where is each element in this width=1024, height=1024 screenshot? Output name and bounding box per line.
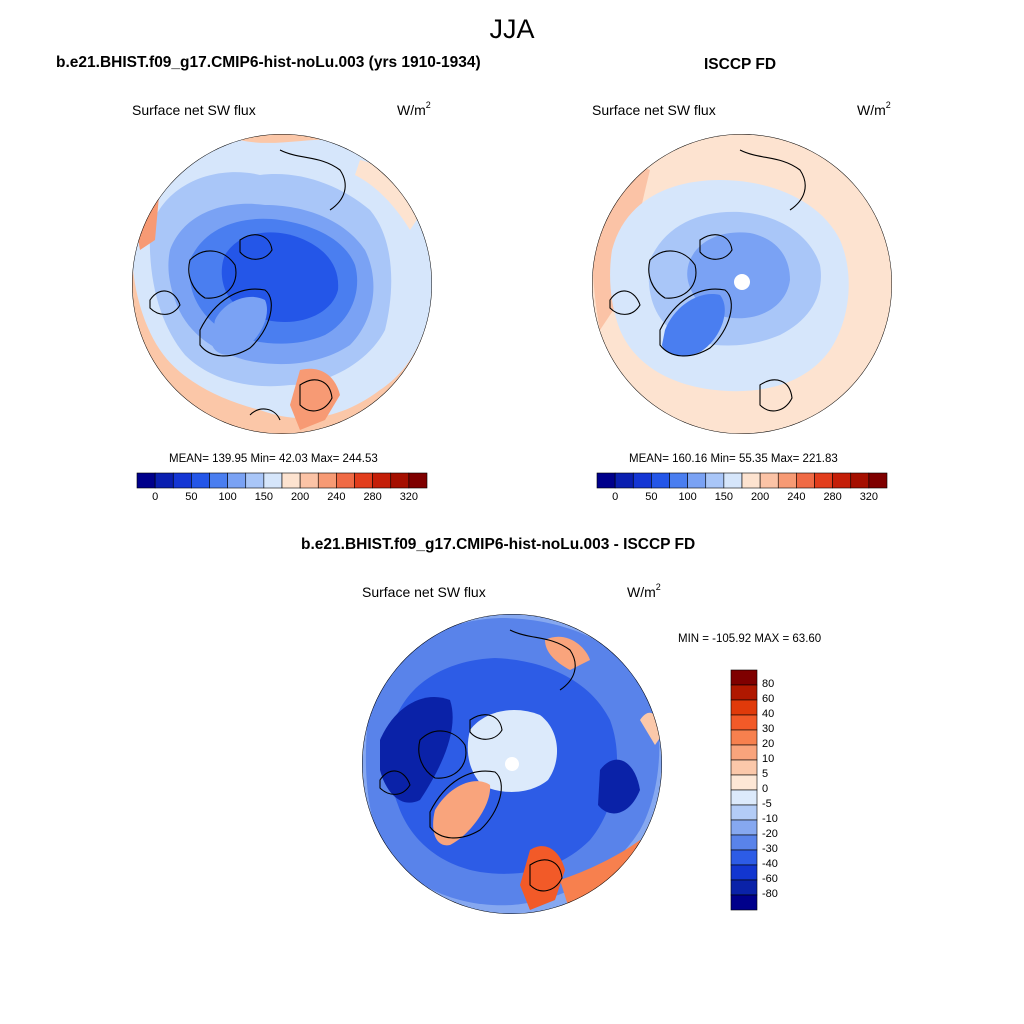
model-colorbar bbox=[136, 472, 428, 489]
diff-panel-title: b.e21.BHIST.f09_g17.CMIP6-hist-noLu.003 … bbox=[301, 536, 696, 553]
obs-units-label: W/m2 bbox=[857, 100, 891, 118]
obs-colorbar bbox=[596, 472, 888, 489]
model-colorbar-swatch bbox=[209, 472, 228, 489]
diff-variable-label: Surface net SW flux bbox=[362, 584, 486, 600]
obs-stats: MEAN= 160.16 Min= 55.35 Max= 221.83 bbox=[629, 453, 838, 465]
model-colorbar-tick-label: 150 bbox=[254, 491, 274, 503]
diff-colorbar-swatch bbox=[730, 864, 758, 881]
diff-colorbar-swatch bbox=[730, 744, 758, 761]
model-colorbar-swatch bbox=[227, 472, 247, 489]
diff-colorbar-swatch bbox=[730, 669, 758, 686]
diff-colorbar-swatch bbox=[730, 879, 758, 896]
obs-colorbar-tick-label: 150 bbox=[714, 491, 734, 503]
diff-units-label: W/m2 bbox=[627, 582, 661, 600]
obs-colorbar-swatch bbox=[832, 472, 852, 489]
obs-colorbar-tick-label: 0 bbox=[612, 491, 619, 503]
diff-colorbar-tick-label: 30 bbox=[762, 723, 775, 735]
obs-colorbar-swatch bbox=[687, 472, 707, 489]
model-colorbar-tick-label: 200 bbox=[290, 491, 310, 503]
obs-colorbar-swatch bbox=[850, 472, 870, 489]
diff-colorbar bbox=[730, 669, 758, 911]
model-colorbar-tick-label: 0 bbox=[152, 491, 159, 503]
diff-colorbar-swatch bbox=[730, 684, 758, 701]
diff-colorbar-tick-label: 80 bbox=[762, 678, 775, 690]
obs-colorbar-swatch bbox=[614, 472, 634, 489]
model-colorbar-tick-label: 240 bbox=[327, 491, 346, 503]
obs-variable-label: Surface net SW flux bbox=[592, 102, 716, 118]
model-colorbar-tick-label: 100 bbox=[218, 491, 237, 503]
diff-colorbar-tick-label: 40 bbox=[762, 708, 775, 720]
model-colorbar-swatch bbox=[263, 472, 283, 489]
obs-colorbar-swatch bbox=[796, 472, 815, 489]
obs-colorbar-swatch bbox=[723, 472, 743, 489]
diff-colorbar-swatch bbox=[730, 849, 758, 866]
diff-colorbar-tick-label: 10 bbox=[762, 753, 775, 765]
diff-colorbar-tick-label: -30 bbox=[762, 843, 778, 855]
model-colorbar-swatch bbox=[390, 472, 410, 489]
diff-colorbar-swatch bbox=[730, 759, 758, 776]
obs-colorbar-tick-label: 200 bbox=[750, 491, 770, 503]
diff-colorbar-tick-label: 0 bbox=[762, 783, 769, 795]
obs-colorbar-swatch bbox=[669, 472, 688, 489]
diff-colorbar-tick-label: -40 bbox=[762, 858, 778, 870]
model-colorbar-swatch bbox=[281, 472, 301, 489]
diff-colorbar-swatch bbox=[730, 819, 758, 836]
diff-colorbar-swatch bbox=[730, 714, 758, 731]
diff-colorbar-tick-label: 60 bbox=[762, 693, 775, 705]
model-colorbar-swatch bbox=[172, 472, 192, 489]
diff-colorbar-swatch bbox=[730, 729, 758, 746]
diff-colorbar-tick-label: 5 bbox=[762, 768, 769, 780]
model-polar-map bbox=[132, 134, 432, 434]
diff-colorbar-swatch bbox=[730, 774, 758, 791]
model-colorbar-swatch bbox=[317, 472, 337, 489]
diff-colorbar-swatch bbox=[730, 834, 758, 851]
obs-colorbar-tick-label: 100 bbox=[678, 491, 697, 503]
obs-colorbar-tick-label: 240 bbox=[787, 491, 806, 503]
obs-colorbar-swatch bbox=[651, 472, 670, 489]
diff-colorbar-tick-label: -5 bbox=[762, 798, 772, 810]
obs-colorbar-tick-label: 50 bbox=[645, 491, 658, 503]
obs-colorbar-swatch bbox=[868, 472, 888, 489]
model-variable-label: Surface net SW flux bbox=[132, 102, 256, 118]
model-colorbar-swatch bbox=[245, 472, 265, 489]
model-colorbar-tick-label: 320 bbox=[399, 491, 419, 503]
model-colorbar-swatch bbox=[154, 472, 174, 489]
obs-panel-title: ISCCP FD bbox=[704, 56, 777, 73]
diff-colorbar-swatch bbox=[730, 699, 758, 716]
obs-colorbar-swatch bbox=[632, 472, 652, 489]
diff-colorbar-tick-label: 20 bbox=[762, 738, 775, 750]
model-colorbar-swatch bbox=[336, 472, 355, 489]
model-units-label: W/m2 bbox=[397, 100, 431, 118]
model-panel-title: b.e21.BHIST.f09_g17.CMIP6-hist-noLu.003 … bbox=[56, 54, 481, 71]
model-colorbar-swatch bbox=[354, 472, 373, 489]
obs-polar-map bbox=[592, 134, 892, 434]
model-stats: MEAN= 139.95 Min= 42.03 Max= 244.53 bbox=[169, 453, 378, 465]
obs-colorbar-swatch bbox=[759, 472, 779, 489]
obs-colorbar-swatch bbox=[705, 472, 725, 489]
model-colorbar-tick-label: 50 bbox=[185, 491, 198, 503]
model-colorbar-swatch bbox=[136, 472, 156, 489]
obs-colorbar-tick-label: 320 bbox=[859, 491, 879, 503]
model-colorbar-swatch bbox=[372, 472, 392, 489]
diff-colorbar-tick-label: -20 bbox=[762, 828, 778, 840]
obs-colorbar-swatch bbox=[596, 472, 616, 489]
diff-colorbar-swatch bbox=[730, 789, 758, 806]
figure-title: JJA bbox=[489, 14, 535, 44]
diff-colorbar-swatch bbox=[730, 894, 758, 911]
diff-colorbar-tick-label: -80 bbox=[762, 888, 778, 900]
model-colorbar-swatch bbox=[191, 472, 210, 489]
model-colorbar-tick-label: 280 bbox=[363, 491, 382, 503]
obs-colorbar-tick-label: 280 bbox=[823, 491, 842, 503]
diff-colorbar-swatch bbox=[730, 804, 758, 821]
obs-colorbar-swatch bbox=[814, 472, 833, 489]
diff-colorbar-tick-label: -60 bbox=[762, 873, 778, 885]
obs-colorbar-swatch bbox=[777, 472, 797, 489]
model-colorbar-swatch bbox=[299, 472, 319, 489]
model-colorbar-swatch bbox=[408, 472, 428, 489]
obs-colorbar-swatch bbox=[741, 472, 761, 489]
diff-colorbar-tick-label: -10 bbox=[762, 813, 778, 825]
diff-stats: MIN = -105.92 MAX = 63.60 bbox=[678, 633, 822, 645]
diff-polar-map bbox=[362, 614, 662, 914]
